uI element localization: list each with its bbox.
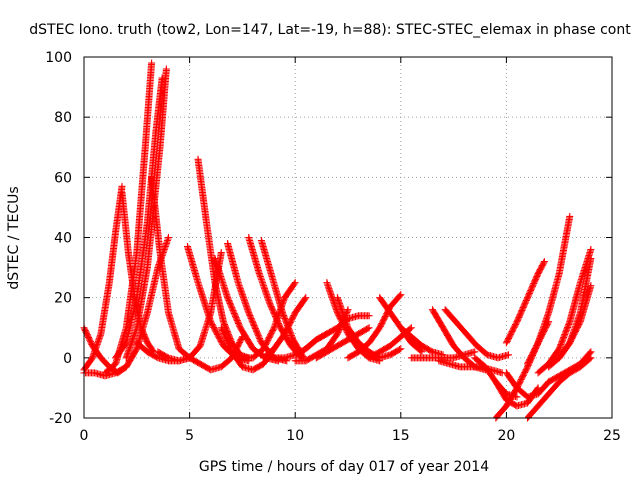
data-series [441, 306, 513, 362]
x-axis-label: GPS time / hours of day 017 of year 2014 [199, 459, 489, 475]
data-series [524, 354, 595, 422]
plus-marker [290, 280, 298, 288]
data-series [148, 173, 194, 362]
y-tick-label: -20 [49, 411, 72, 427]
plus-marker [397, 291, 405, 299]
data-series [211, 255, 282, 365]
x-tick-label: 15 [392, 428, 410, 444]
data-series [524, 212, 574, 368]
plus-marker [471, 348, 479, 356]
plus-marker [217, 249, 225, 257]
data-series [101, 59, 156, 377]
data-series [80, 182, 126, 374]
plus-marker [344, 306, 352, 314]
plus-marker [418, 348, 426, 356]
data-series [238, 279, 299, 362]
x-tick-label: 25 [603, 428, 621, 444]
data-series [502, 258, 548, 347]
data-series [428, 306, 489, 374]
plus-marker [364, 325, 372, 333]
plus-marker [566, 212, 574, 220]
plus-marker [587, 255, 595, 263]
data-series [534, 246, 595, 377]
y-tick-label: 40 [54, 231, 72, 247]
plus-marker [406, 325, 414, 333]
data-series [260, 294, 310, 362]
data-series [545, 348, 595, 386]
plus-marker [301, 295, 309, 303]
plus-marker [565, 319, 573, 327]
plus-marker [365, 312, 373, 320]
plus-marker [302, 294, 310, 302]
x-tick-label: 0 [80, 428, 89, 444]
plus-marker [540, 258, 548, 266]
plus-marker [269, 325, 277, 333]
plus-marker [505, 351, 513, 359]
plus-marker [162, 65, 170, 73]
data-series [312, 324, 373, 362]
chart-title: dSTEC Iono. truth (tow2, Lon=147, Lat=-1… [29, 22, 631, 38]
y-tick-label: 80 [54, 110, 72, 126]
data-series [555, 282, 595, 362]
plus-marker [576, 319, 584, 327]
plus-marker [407, 324, 415, 332]
plus-marker [148, 59, 156, 67]
x-tick-label: 20 [497, 428, 515, 444]
axis-ticks: 0 5 10 15 20 25 -20 0 20 40 60 80 100 [45, 50, 621, 444]
plus-marker [417, 347, 425, 355]
plus-marker [587, 282, 595, 290]
plus-marker [396, 292, 404, 300]
plus-marker [540, 259, 548, 267]
plus-marker [586, 349, 594, 357]
plus-marker [118, 182, 126, 190]
data-series [407, 348, 479, 362]
x-tick-label: 5 [185, 428, 194, 444]
plus-marker [164, 234, 172, 241]
plus-marker [397, 345, 405, 353]
data-series [302, 312, 373, 353]
plus-marker [587, 348, 595, 356]
data-series [365, 324, 415, 362]
data-markers [80, 59, 595, 422]
plus-marker [395, 346, 403, 354]
y-tick-label: 20 [54, 291, 72, 307]
plus-marker [533, 340, 541, 348]
y-tick-label: 0 [63, 351, 72, 367]
plot-frame [83, 56, 613, 419]
plus-marker [291, 279, 299, 287]
plus-marker [587, 246, 595, 254]
x-tick-label: 10 [286, 428, 304, 444]
plus-marker [365, 324, 373, 332]
y-tick-label: 100 [45, 50, 72, 66]
y-tick-label: 60 [54, 170, 72, 186]
y-axis-label: dSTEC / TECUs [6, 186, 22, 289]
